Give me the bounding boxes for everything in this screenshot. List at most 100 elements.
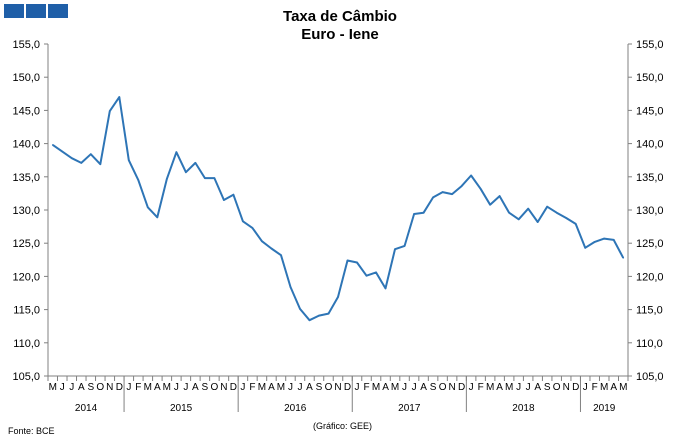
x-month-label: O bbox=[439, 382, 447, 393]
y-tick-label-left: 135,0 bbox=[12, 172, 40, 184]
x-month-label: N bbox=[563, 382, 570, 393]
source-note: Fonte: BCE bbox=[8, 426, 55, 436]
x-month-label: N bbox=[448, 382, 455, 393]
y-tick-label-right: 150,0 bbox=[636, 72, 664, 84]
x-month-label: D bbox=[230, 382, 237, 393]
x-month-label: A bbox=[496, 382, 503, 393]
chart-subtitle: Euro - Iene bbox=[301, 26, 379, 43]
y-tick-label-right: 155,0 bbox=[636, 39, 664, 51]
x-month-label: A bbox=[382, 382, 389, 393]
x-month-label: A bbox=[534, 382, 541, 393]
data-point bbox=[308, 319, 311, 322]
data-point bbox=[147, 206, 149, 209]
data-point bbox=[261, 240, 263, 243]
data-point bbox=[574, 223, 577, 225]
data-point bbox=[61, 150, 64, 153]
x-month-label: M bbox=[372, 382, 380, 393]
x-month-label: M bbox=[49, 382, 57, 393]
x-month-label: M bbox=[258, 382, 266, 393]
data-point bbox=[479, 187, 482, 190]
x-month-label: O bbox=[96, 382, 104, 393]
data-point bbox=[470, 174, 472, 177]
x-month-label: J bbox=[412, 382, 417, 393]
x-month-label: N bbox=[106, 382, 113, 393]
x-month-label: M bbox=[600, 382, 608, 393]
y-tick-label-right: 115,0 bbox=[636, 305, 663, 317]
data-point bbox=[242, 220, 244, 223]
x-month-label: J bbox=[526, 382, 531, 393]
data-point bbox=[318, 314, 320, 317]
x-month-label: F bbox=[249, 382, 255, 393]
x-month-label: S bbox=[87, 382, 94, 393]
y-tick-label-right: 135,0 bbox=[636, 172, 664, 184]
data-point bbox=[413, 213, 415, 215]
x-month-label: A bbox=[154, 382, 161, 393]
data-point bbox=[375, 271, 377, 274]
x-year-label: 2017 bbox=[398, 403, 421, 414]
x-month-label: F bbox=[478, 382, 484, 393]
data-point bbox=[99, 163, 102, 165]
y-tick-label-right: 120,0 bbox=[636, 271, 664, 283]
x-month-label: F bbox=[363, 382, 369, 393]
x-month-label: O bbox=[325, 382, 333, 393]
chart-title-block: Taxa de Câmbio Euro - Iene bbox=[0, 8, 680, 44]
y-tick-label-left: 155,0 bbox=[12, 39, 40, 51]
x-month-label: M bbox=[486, 382, 494, 393]
data-point bbox=[498, 195, 501, 197]
y-tick-label-right: 140,0 bbox=[636, 139, 664, 151]
x-month-label: M bbox=[391, 382, 399, 393]
data-point bbox=[451, 193, 453, 195]
data-point bbox=[565, 217, 567, 219]
data-point bbox=[109, 110, 111, 112]
data-point bbox=[70, 157, 73, 160]
data-point bbox=[365, 274, 368, 277]
data-point bbox=[299, 308, 301, 310]
x-month-label: N bbox=[220, 382, 227, 393]
y-tick-label-right: 110,0 bbox=[636, 338, 663, 350]
y-tick-label-right: 125,0 bbox=[636, 238, 664, 250]
credit-note: (Gráfico: GEE) bbox=[313, 421, 373, 431]
y-tick-label-left: 105,0 bbox=[12, 371, 40, 383]
logo-block bbox=[4, 4, 24, 18]
data-point bbox=[536, 221, 539, 223]
data-point bbox=[612, 239, 615, 241]
data-point bbox=[175, 151, 178, 154]
y-tick-label-left: 130,0 bbox=[12, 205, 40, 217]
y-tick-label-left: 140,0 bbox=[12, 139, 40, 151]
x-month-label: J bbox=[69, 382, 74, 393]
x-month-label: M bbox=[163, 382, 171, 393]
x-month-label: D bbox=[344, 382, 351, 393]
data-point bbox=[194, 162, 197, 164]
logo-block bbox=[48, 4, 68, 18]
y-tick-label-left: 120,0 bbox=[12, 271, 40, 283]
x-month-label: D bbox=[116, 382, 123, 393]
y-tick-label-left: 115,0 bbox=[13, 305, 40, 317]
x-month-label: M bbox=[144, 382, 152, 393]
x-month-label: M bbox=[277, 382, 285, 393]
data-point bbox=[128, 159, 130, 161]
logo-block bbox=[26, 4, 46, 18]
data-point bbox=[584, 247, 587, 249]
x-year-label: 2015 bbox=[170, 403, 193, 414]
data-point bbox=[185, 171, 187, 173]
data-point bbox=[223, 199, 225, 201]
x-month-label: F bbox=[592, 382, 598, 393]
x-month-label: J bbox=[60, 382, 65, 393]
data-point bbox=[489, 203, 491, 206]
data-point bbox=[384, 287, 387, 290]
y-tick-label-right: 145,0 bbox=[636, 105, 664, 117]
data-point bbox=[346, 259, 349, 262]
y-tick-label-right: 105,0 bbox=[636, 371, 664, 383]
data-point bbox=[441, 191, 444, 193]
x-month-label: J bbox=[402, 382, 407, 393]
x-month-label: D bbox=[572, 382, 579, 393]
data-point bbox=[593, 241, 596, 243]
x-year-label: 2016 bbox=[284, 403, 307, 414]
data-point bbox=[51, 144, 54, 146]
x-month-label: J bbox=[583, 382, 588, 393]
x-month-label: A bbox=[268, 382, 275, 393]
x-month-label: M bbox=[505, 382, 513, 393]
data-point bbox=[622, 257, 625, 259]
data-point bbox=[289, 286, 292, 288]
